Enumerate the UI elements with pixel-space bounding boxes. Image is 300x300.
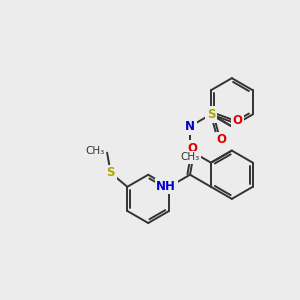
- Text: S: S: [207, 108, 215, 121]
- Text: O: O: [233, 114, 243, 127]
- Text: CH₃: CH₃: [180, 152, 200, 162]
- Text: NH: NH: [156, 180, 176, 193]
- Text: S: S: [106, 166, 115, 179]
- Text: O: O: [187, 142, 197, 154]
- Text: N: N: [185, 120, 195, 133]
- Text: O: O: [217, 133, 227, 146]
- Text: CH₃: CH₃: [85, 146, 104, 156]
